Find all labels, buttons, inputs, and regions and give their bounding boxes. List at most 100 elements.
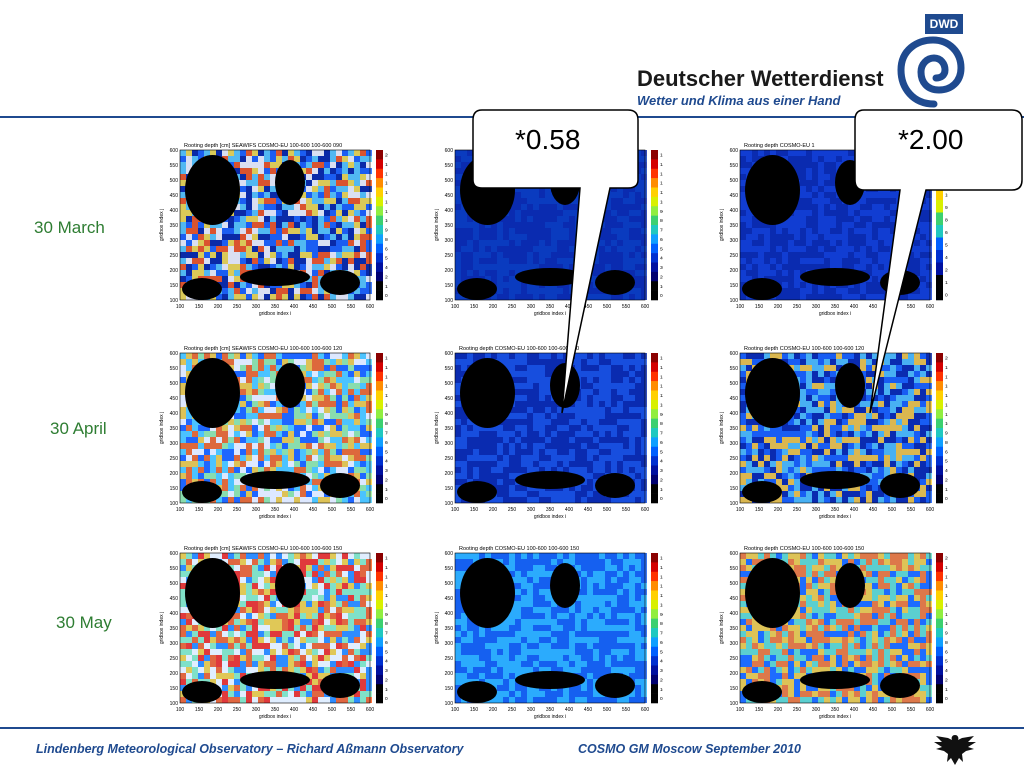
legend-swatch [376,571,383,582]
y-tick-label: 450 [730,396,739,402]
x-axis-label: gridbox index i [819,714,851,720]
legend-swatch [651,609,658,619]
legend-label: 200 [945,356,948,362]
legend-label: 90 [385,612,388,618]
y-tick-label: 100 [445,501,454,507]
x-tick-label: 200 [774,507,783,513]
legend-swatch [376,693,383,704]
legend-label: 30 [385,468,388,474]
legend-label: 146 [385,190,388,196]
footer-event: COSMO GM Moscow September 2010 [578,742,801,756]
legend-label: 10 [660,487,663,493]
x-tick-label: 200 [489,707,498,713]
map-title: Rooting depth COSMO-EU 100-600 100-600 1… [744,546,864,552]
legend-swatch [936,590,943,601]
y-tick-label: 400 [170,611,179,617]
y-tick-label: 350 [445,426,454,432]
y-tick-label: 450 [445,193,454,199]
legend-swatch [936,390,943,401]
x-tick-label: 250 [233,304,242,310]
legend-swatch [651,206,658,216]
legend-swatch [376,446,383,457]
callout-200-text: *2.00 [898,124,964,155]
y-axis-label: gridbox index j [159,209,165,241]
legend-label: 20 [660,274,663,280]
y-tick-label: 150 [730,486,739,492]
legend-label: 110 [660,393,663,399]
legend-label: 130 [385,374,388,380]
legend-swatch [936,212,943,226]
x-tick-label: 400 [850,304,859,310]
legend-swatch [376,493,383,504]
legend-label: 150 [660,153,663,159]
x-axis-label: gridbox index i [534,311,566,317]
y-tick-label: 100 [730,298,739,304]
x-tick-label: 600 [926,707,935,713]
x-tick-label: 250 [793,304,802,310]
legend-label: 40 [945,468,948,474]
legend-swatch [376,399,383,410]
legend-label: 30 [660,265,663,271]
y-tick-label: 250 [445,456,454,462]
legend-label: 150 [385,356,388,362]
legend-swatch [376,196,383,207]
y-tick-label: 600 [170,551,179,557]
y-tick-label: 200 [445,471,454,477]
legend-swatch [936,618,943,629]
legend-swatch [651,581,658,591]
y-tick-label: 400 [445,411,454,417]
x-tick-label: 100 [176,507,185,513]
y-tick-label: 200 [730,471,739,477]
legend-swatch [376,599,383,610]
legend-label: 100 [660,199,663,205]
legend-swatch [651,159,658,170]
legend-label: 90 [660,412,663,418]
legend-swatch [651,590,658,601]
y-tick-label: 600 [730,551,739,557]
y-tick-label: 100 [170,701,179,707]
legend-label: 120 [385,584,388,590]
legend-label: 110 [385,393,388,399]
y-tick-label: 450 [170,596,179,602]
legend-swatch [376,234,383,245]
x-tick-label: 300 [527,507,536,513]
legend-label: 13 [945,487,948,493]
legend-swatch [376,381,383,391]
x-tick-label: 450 [309,507,318,513]
map-panel-r1-c1: Rooting depth COSMO-EU 100-600 100-600 1… [434,346,663,520]
legend-label: 10 [660,284,663,290]
legend-swatch [936,637,943,648]
y-tick-label: 300 [445,641,454,647]
legend-swatch [936,418,943,429]
legend-swatch [936,225,943,238]
legend-label: 80 [385,621,388,627]
legend-swatch [651,618,658,629]
legend-swatch [651,262,658,273]
legend-swatch [376,281,383,291]
y-tick-label: 350 [730,426,739,432]
x-tick-label: 450 [584,507,593,513]
legend-label: 90 [385,412,388,418]
legend-label: 93 [945,631,948,637]
map-panel-r2-c0: Rooting depth [cm] SEAWIFS COSMO-EU 100-… [159,546,388,720]
legend-swatch [651,271,658,282]
legend-swatch [376,465,383,476]
legend-label: 146 [945,393,948,399]
x-tick-label: 550 [622,707,631,713]
x-tick-label: 300 [252,304,261,310]
y-tick-label: 500 [170,381,179,387]
legend-swatch [376,187,383,198]
x-tick-label: 450 [584,707,593,713]
x-tick-label: 200 [214,707,223,713]
legend-swatch [936,262,943,276]
legend-swatch [936,399,943,410]
legend-label: 10 [660,687,663,693]
legend-label: 120 [945,612,948,618]
x-tick-label: 550 [907,304,916,310]
x-tick-label: 450 [309,707,318,713]
legend-label: 40 [385,459,388,465]
legend-label: 100 [660,402,663,408]
legend-swatch [651,684,658,694]
legend-swatch [376,253,383,263]
legend-label: 80 [945,217,948,223]
